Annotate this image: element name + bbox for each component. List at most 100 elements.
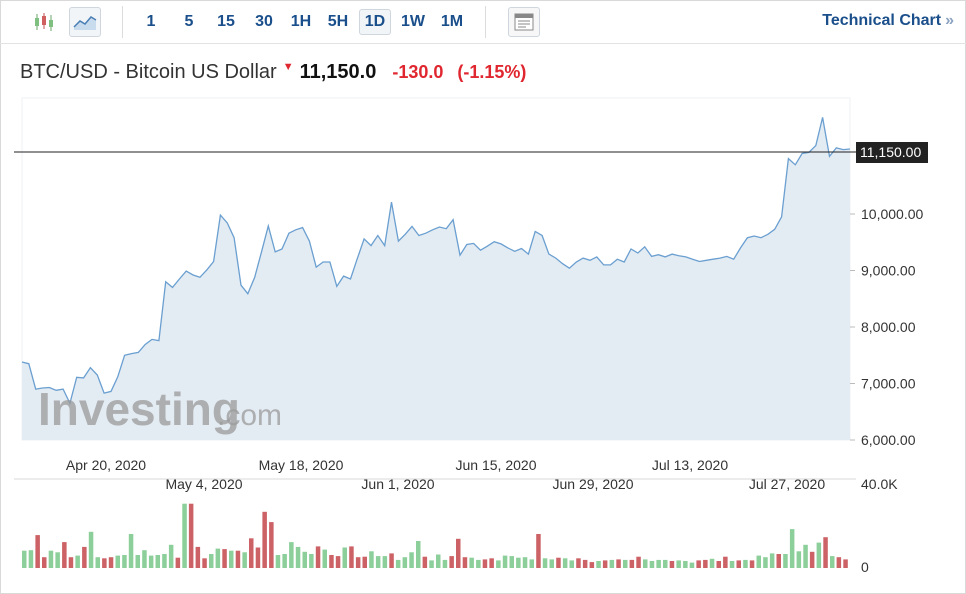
volume-bar (716, 561, 721, 568)
volume-bar (42, 557, 47, 568)
interval-1d[interactable]: 1D (359, 9, 391, 35)
volume-bar (456, 538, 461, 568)
volume-bar (222, 549, 227, 568)
volume-bar (502, 555, 508, 568)
watermark-suffix: .com (217, 399, 282, 432)
price-tick-label: 10,000.00 (861, 206, 923, 222)
date-tick-label: Jun 1, 2020 (361, 476, 434, 492)
last-price: 11,150.0 (299, 61, 377, 83)
volume-bar (596, 561, 601, 568)
volume-bar (836, 557, 842, 568)
volume-bar (549, 559, 554, 568)
volume-bar (75, 555, 80, 568)
volume-bar (756, 555, 761, 568)
volume-bar (482, 559, 488, 568)
volume-bar (743, 559, 748, 568)
double-chevron-right-icon: » (945, 12, 954, 29)
volume-bar (589, 562, 595, 568)
watermark-brand: Investing (38, 383, 240, 435)
volume-bar (322, 549, 327, 568)
volume-bar (522, 557, 528, 568)
volume-bar (382, 556, 388, 568)
volume-bar (729, 561, 735, 568)
volume-bar (295, 546, 301, 568)
volume-plot: 0 40.0K (22, 476, 898, 575)
volume-bar (35, 535, 40, 568)
volume-bar (68, 557, 74, 568)
volume-bar (709, 558, 715, 568)
price-tick-label: 6,000.00 (861, 432, 916, 448)
last-price-tag (856, 142, 928, 163)
volume-bar (703, 559, 708, 568)
volume-bar (436, 554, 441, 568)
volume-bar (663, 559, 668, 568)
volume-bar (22, 550, 27, 568)
interval-5h[interactable]: 5H (327, 13, 349, 30)
toolbar-separator (485, 6, 486, 38)
volume-bar (55, 552, 60, 568)
volume-bar (803, 544, 808, 568)
volume-bar (155, 555, 160, 568)
volume-tick-label: 0 (861, 559, 869, 575)
interval-1w[interactable]: 1W (401, 13, 425, 30)
volume-bar (95, 557, 100, 568)
date-tick-label: Jun 15, 2020 (456, 457, 537, 473)
volume-bar (269, 522, 274, 568)
interval-1[interactable]: 1 (146, 13, 156, 30)
volume-bar (809, 551, 815, 568)
price-tick-label: 8,000.00 (861, 319, 916, 335)
volume-bar (375, 556, 381, 568)
date-tick-label: Jul 27, 2020 (749, 476, 825, 492)
volume-bar (355, 557, 361, 568)
volume-bar (783, 554, 788, 568)
volume-bar (723, 556, 728, 568)
volume-bar (102, 558, 107, 568)
date-tick-label: Jul 13, 2020 (652, 457, 728, 473)
interval-15[interactable]: 15 (217, 13, 235, 30)
candlestick-icon[interactable] (28, 7, 60, 37)
volume-bar (536, 534, 541, 568)
volume-bar (489, 558, 494, 568)
volume-bar (469, 557, 474, 568)
volume-bar (696, 560, 701, 568)
volume-bar (629, 559, 635, 568)
technical-chart-link[interactable]: Technical Chart» (822, 12, 954, 30)
volume-bar (576, 558, 581, 568)
interval-5[interactable]: 5 (184, 13, 194, 30)
volume-bar (602, 560, 608, 568)
volume-bar (48, 550, 54, 568)
volume-bar (349, 546, 354, 568)
volume-bar (409, 552, 414, 568)
toolbar-separator (122, 6, 123, 38)
area-chart-icon[interactable] (69, 7, 101, 37)
volume-bar (416, 541, 421, 568)
volume-bar (62, 542, 67, 568)
volume-bar (649, 561, 655, 568)
instrument-name: BTC/USD - Bitcoin US Dollar (20, 61, 277, 83)
volume-bar (562, 558, 568, 568)
volume-bar (462, 557, 468, 568)
interval-30[interactable]: 30 (255, 13, 273, 30)
volume-bar (582, 559, 588, 568)
interval-1m[interactable]: 1M (440, 13, 464, 30)
date-tick-label: Apr 20, 2020 (66, 457, 146, 473)
price-tick-label: 7,000.00 (861, 376, 916, 392)
price-line (21, 117, 851, 406)
volume-bar (262, 511, 267, 568)
volume-tick-label: 40.0K (861, 476, 898, 492)
volume-bar (209, 554, 214, 568)
volume-bar (128, 534, 134, 568)
volume-bar (516, 557, 521, 568)
volume-bar (162, 554, 167, 568)
date-tick-label: Jun 29, 2020 (553, 476, 634, 492)
volume-bar (282, 554, 287, 568)
volume-bar (242, 552, 247, 568)
volume-bar (749, 560, 755, 568)
volume-bar (676, 560, 681, 568)
volume-bar (255, 547, 261, 568)
volume-bar (82, 546, 87, 568)
chart-settings-icon[interactable] (508, 7, 540, 37)
interval-1h[interactable]: 1H (290, 13, 312, 30)
date-tick-label: May 18, 2020 (259, 457, 344, 473)
